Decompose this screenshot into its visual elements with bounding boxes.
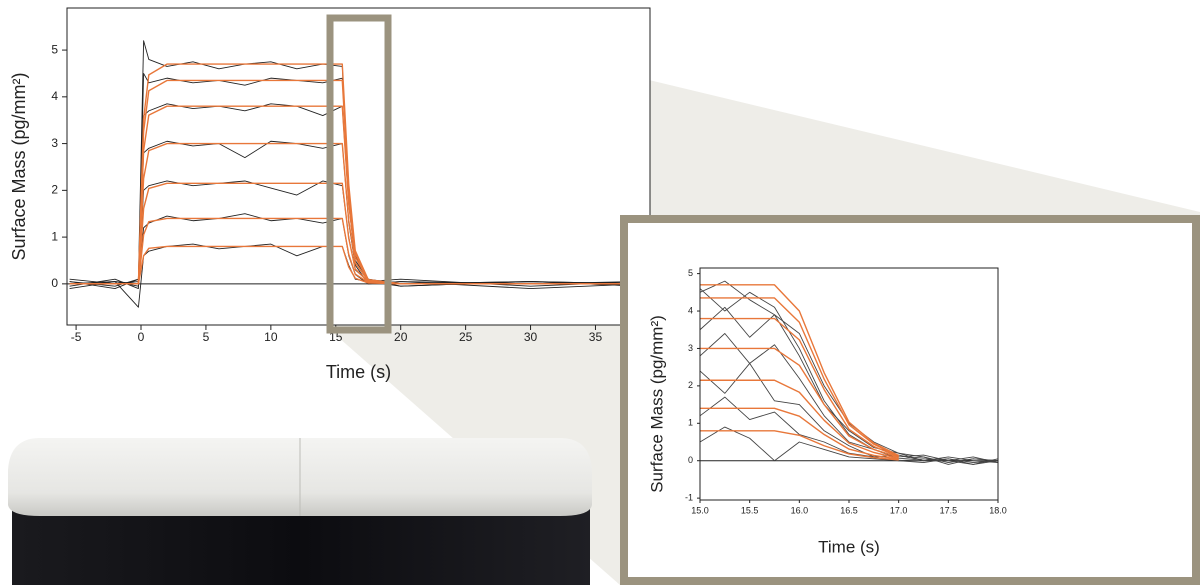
series-line xyxy=(700,407,899,460)
y-tick-label: 1 xyxy=(688,418,693,428)
x-tick-label: 15.0 xyxy=(691,505,709,515)
x-tick-label: 35 xyxy=(589,330,603,344)
x-tick-label: 15 xyxy=(329,330,343,344)
y-tick-label: 3 xyxy=(688,343,693,353)
plot-area xyxy=(700,268,998,500)
x-tick-label: 30 xyxy=(524,330,538,344)
x-tick-label: 10 xyxy=(264,330,278,344)
x-tick-label: 5 xyxy=(203,330,210,344)
y-tick-label: 4 xyxy=(51,89,58,103)
y-tick-label: 2 xyxy=(51,183,58,197)
y-tick-label: 3 xyxy=(51,136,58,150)
x-tick-label: 18.0 xyxy=(989,505,1007,515)
series-line xyxy=(700,430,899,461)
series-line xyxy=(700,284,899,457)
series-line xyxy=(700,317,899,458)
x-tick-label: 16.0 xyxy=(791,505,809,515)
y-tick-label: 5 xyxy=(688,268,693,278)
series-line xyxy=(699,426,999,465)
x-tick-label: 0 xyxy=(138,330,145,344)
series-line xyxy=(699,306,999,464)
series-line xyxy=(699,396,999,464)
y-tick-label: -1 xyxy=(685,493,693,503)
series-line xyxy=(700,379,899,460)
series-line xyxy=(69,63,641,285)
x-tick-label: 17.5 xyxy=(940,505,958,515)
zoom-chart: 15.0 15.5 16.0 16.5 17.0 17.5 18.0 -1 0 1 2 3 4 5 Time… xyxy=(647,267,1007,556)
x-tick-label: 16.5 xyxy=(840,505,858,515)
y-tick-label: 2 xyxy=(688,380,693,390)
y-axis-label: Surface Mass (pg/mm²) xyxy=(9,72,29,260)
series-line xyxy=(700,347,899,459)
y-tick-label: 0 xyxy=(51,276,58,290)
x-tick-label: 15.5 xyxy=(741,505,759,515)
series-line xyxy=(699,280,999,464)
instrument-photo xyxy=(8,438,592,585)
x-tick-label: 25 xyxy=(459,330,473,344)
y-tick-label: 1 xyxy=(51,229,58,243)
y-tick-label: 5 xyxy=(51,42,58,56)
zoom-highlight xyxy=(326,14,392,334)
main-chart: -5 0 5 10 15 20 25 30 35 0 1 2 3 4 5 Time (s) Surface Ma… xyxy=(9,7,651,382)
y-tick-label: 4 xyxy=(688,305,693,315)
plot-frame xyxy=(66,7,651,326)
x-axis-label: Time (s) xyxy=(818,537,880,556)
y-tick-label: 0 xyxy=(688,455,693,465)
series-line xyxy=(69,142,641,285)
plot-frame xyxy=(699,267,999,501)
series-line xyxy=(700,297,899,457)
x-tick-label: 20 xyxy=(394,330,408,344)
y-axis-label: Surface Mass (pg/mm²) xyxy=(647,315,666,493)
x-tick-label: -5 xyxy=(71,330,82,344)
x-axis-label: Time (s) xyxy=(326,362,391,382)
plot-area xyxy=(67,8,650,325)
series-line xyxy=(69,213,641,289)
series-line xyxy=(69,182,641,285)
x-tick-label: 17.0 xyxy=(890,505,908,515)
